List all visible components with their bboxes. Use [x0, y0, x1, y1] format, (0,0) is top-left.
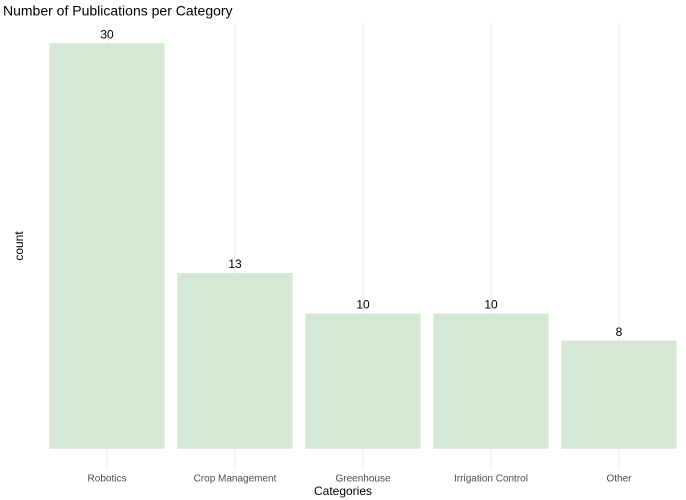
data-label: 13 [228, 257, 242, 271]
data-label: 10 [484, 298, 498, 312]
x-tick-label: Greenhouse [335, 474, 390, 485]
x-tick-label: Robotics [88, 474, 127, 485]
bar [177, 273, 293, 449]
x-tick-label: Irrigation Control [454, 474, 528, 485]
bar [305, 313, 421, 449]
x-tick-label: Other [606, 474, 632, 485]
data-label: 30 [100, 27, 114, 41]
chart-title: Number of Publications per Category [3, 3, 233, 19]
bar [49, 43, 165, 449]
bar [433, 313, 549, 449]
data-label: 10 [356, 298, 370, 312]
y-axis-title: count [12, 231, 26, 261]
bar [561, 340, 677, 449]
x-tick-label: Crop Management [194, 474, 277, 485]
x-axis-title: Categories [314, 484, 372, 498]
data-label: 8 [616, 325, 623, 339]
